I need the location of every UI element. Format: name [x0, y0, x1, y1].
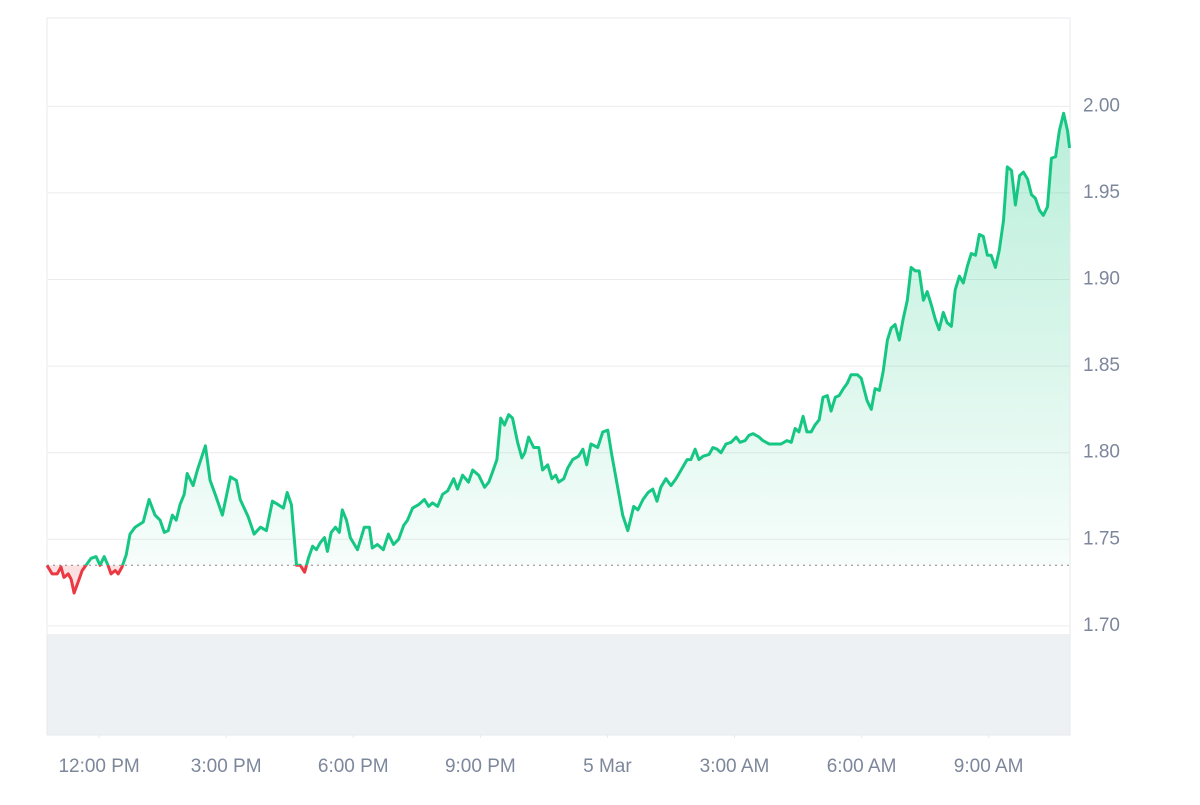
price-line-up: [47, 111, 1072, 566]
volume-band: [47, 634, 1070, 735]
plot-frame: [46, 17, 1071, 736]
y-tick-label: 1.90: [1083, 269, 1120, 290]
area-up: [47, 113, 1070, 566]
x-tick-label: 9:00 PM: [445, 756, 516, 777]
y-tick-label: 1.80: [1083, 442, 1120, 463]
x-tick-label: 3:00 AM: [700, 756, 770, 777]
y-tick-label: 1.75: [1083, 528, 1120, 549]
x-tick-label: 3:00 PM: [191, 756, 262, 777]
x-tick-label: 6:00 AM: [827, 756, 897, 777]
x-tick-label: 9:00 AM: [954, 756, 1024, 777]
x-tick-label: 5 Mar: [583, 756, 632, 777]
y-tick-label: 1.95: [1083, 182, 1120, 203]
x-tick-label: 12:00 PM: [58, 756, 139, 777]
y-tick-label: 2.00: [1083, 95, 1120, 116]
x-tick-label: 6:00 PM: [318, 756, 389, 777]
y-tick-label: 1.85: [1083, 355, 1120, 376]
y-tick-label: 1.70: [1083, 615, 1120, 636]
